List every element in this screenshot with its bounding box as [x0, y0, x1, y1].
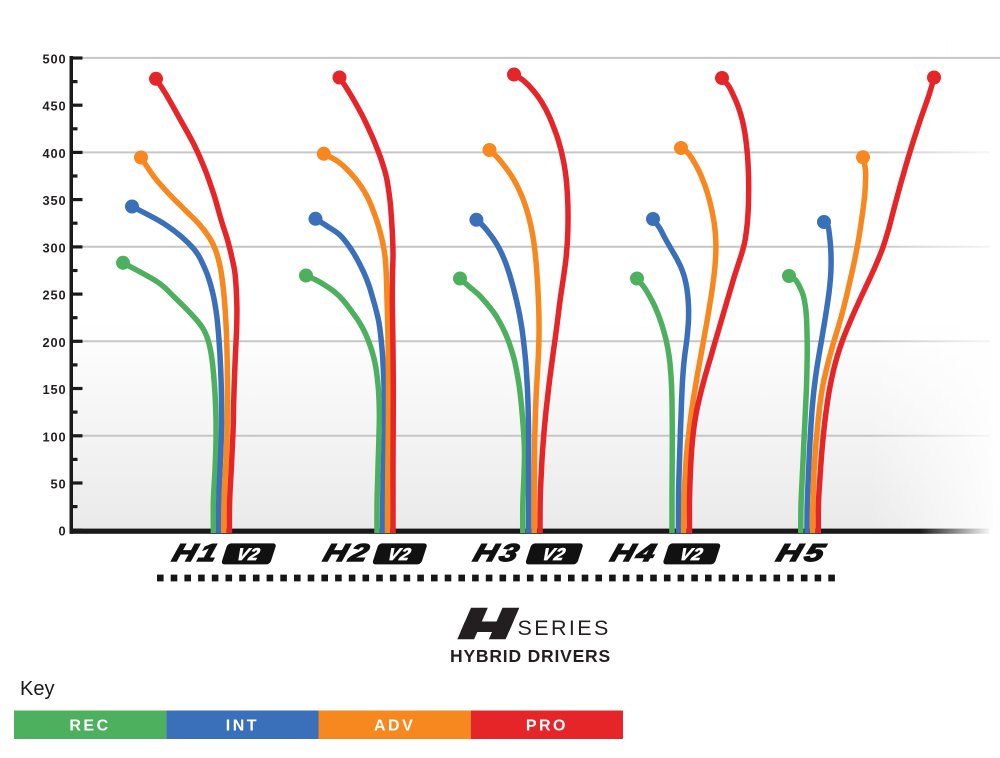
svg-text:300: 300: [42, 240, 66, 255]
svg-text:H5: H5: [773, 539, 832, 566]
svg-text:50: 50: [50, 477, 66, 492]
svg-text:Key: Key: [20, 678, 54, 700]
svg-text:0: 0: [58, 524, 66, 539]
svg-text:V2: V2: [234, 544, 263, 563]
svg-text:250: 250: [42, 288, 66, 303]
svg-text:HYBRID DRIVERS: HYBRID DRIVERS: [450, 646, 611, 666]
svg-text:150: 150: [42, 382, 66, 397]
svg-text:PRO: PRO: [526, 718, 568, 735]
svg-text:400: 400: [42, 146, 66, 161]
svg-text:H4: H4: [607, 540, 662, 567]
svg-text:V2: V2: [540, 544, 569, 563]
svg-text:INT: INT: [226, 718, 259, 735]
svg-text:V2: V2: [677, 544, 706, 563]
svg-text:H1: H1: [169, 540, 224, 567]
svg-text:100: 100: [42, 429, 66, 444]
svg-text:350: 350: [42, 193, 66, 208]
svg-text:SERIES: SERIES: [518, 616, 611, 640]
svg-text:200: 200: [42, 335, 66, 350]
svg-text:500: 500: [42, 51, 66, 66]
svg-text:H2: H2: [320, 540, 375, 567]
svg-text:V2: V2: [385, 544, 414, 563]
svg-text:ADV: ADV: [374, 718, 415, 735]
svg-text:450: 450: [42, 99, 66, 114]
svg-text:REC: REC: [69, 718, 110, 735]
svg-text:H3: H3: [470, 540, 525, 567]
